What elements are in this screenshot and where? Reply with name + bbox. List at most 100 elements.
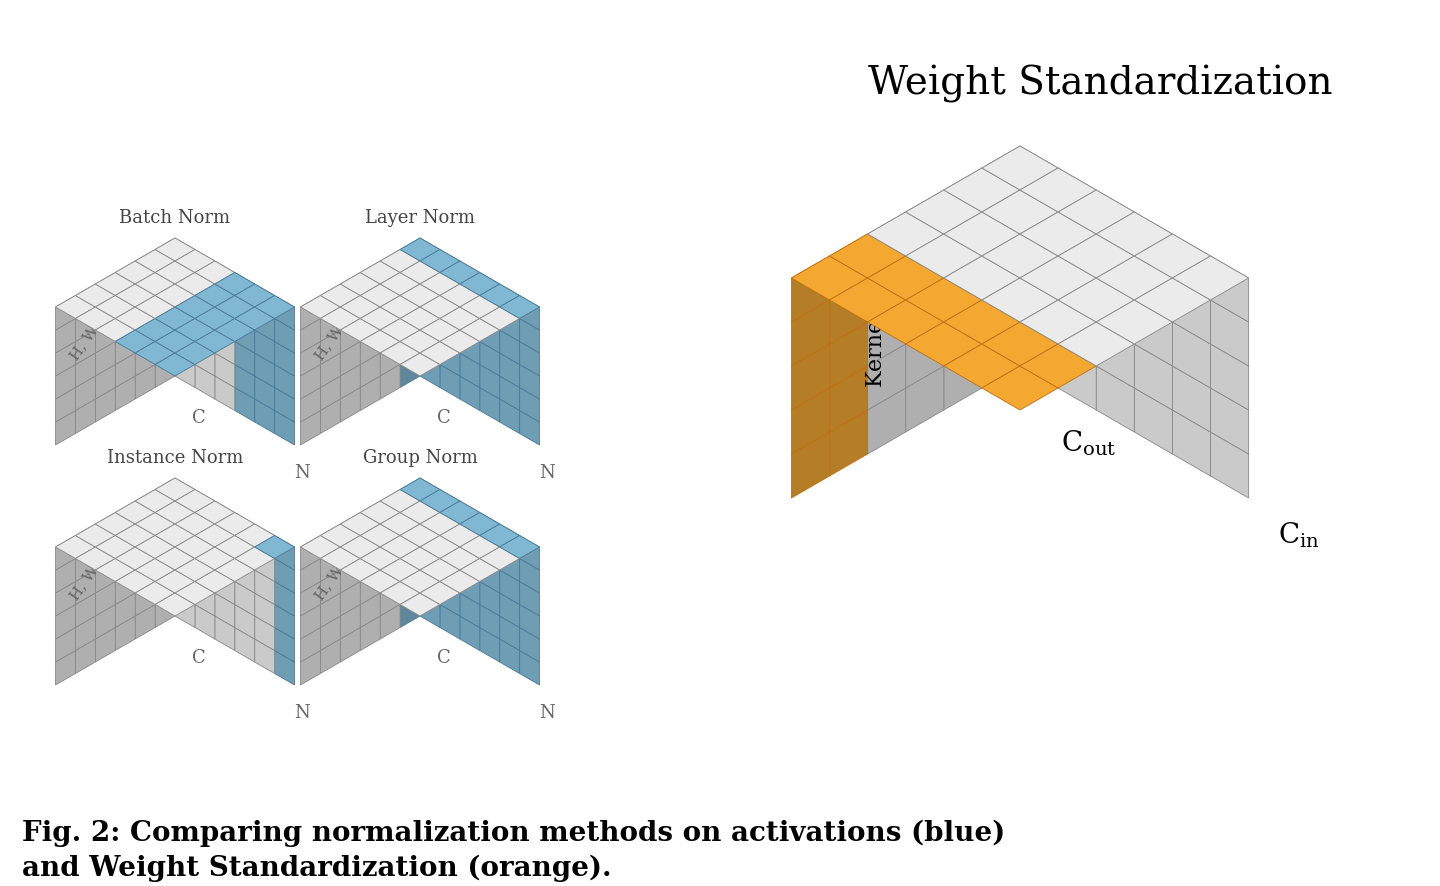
Polygon shape (255, 377, 275, 411)
Polygon shape (301, 536, 340, 559)
Polygon shape (95, 582, 115, 617)
Polygon shape (400, 571, 420, 605)
Polygon shape (500, 571, 520, 605)
Polygon shape (520, 296, 540, 330)
Polygon shape (943, 345, 1020, 389)
Polygon shape (321, 525, 360, 548)
Polygon shape (380, 605, 400, 640)
Polygon shape (75, 571, 95, 605)
Polygon shape (235, 559, 255, 594)
Polygon shape (321, 284, 340, 319)
Polygon shape (1135, 257, 1172, 323)
Polygon shape (275, 296, 295, 330)
Polygon shape (480, 296, 500, 330)
Polygon shape (500, 640, 520, 673)
Polygon shape (1211, 257, 1248, 323)
Polygon shape (360, 548, 380, 582)
Polygon shape (982, 323, 1058, 367)
Polygon shape (194, 296, 215, 330)
Polygon shape (56, 559, 75, 594)
Polygon shape (215, 284, 235, 319)
Polygon shape (360, 594, 380, 628)
Polygon shape (215, 319, 255, 342)
Polygon shape (215, 261, 235, 296)
Polygon shape (420, 571, 439, 605)
Polygon shape (215, 536, 255, 559)
Polygon shape (176, 559, 215, 582)
Polygon shape (867, 300, 906, 367)
Polygon shape (380, 536, 420, 559)
Polygon shape (459, 571, 480, 605)
Polygon shape (301, 296, 321, 330)
Polygon shape (360, 354, 380, 388)
Polygon shape (360, 548, 400, 571)
Polygon shape (792, 300, 829, 367)
Polygon shape (215, 594, 235, 628)
Polygon shape (400, 594, 439, 617)
Polygon shape (500, 307, 520, 342)
Polygon shape (194, 261, 235, 284)
Polygon shape (1058, 213, 1096, 279)
Polygon shape (943, 257, 1020, 300)
Polygon shape (982, 190, 1020, 257)
Text: C: C (192, 408, 206, 426)
Polygon shape (400, 261, 439, 284)
Polygon shape (115, 501, 135, 536)
Polygon shape (95, 513, 135, 536)
Polygon shape (176, 273, 215, 296)
Polygon shape (215, 296, 255, 319)
Polygon shape (156, 525, 194, 548)
Polygon shape (360, 307, 400, 330)
Polygon shape (75, 548, 95, 582)
Polygon shape (194, 536, 215, 571)
Polygon shape (194, 307, 235, 330)
Text: C: C (192, 648, 206, 666)
Polygon shape (400, 330, 439, 354)
Polygon shape (439, 319, 459, 354)
Polygon shape (439, 582, 459, 617)
Polygon shape (321, 284, 360, 307)
Polygon shape (943, 169, 1020, 213)
Polygon shape (156, 354, 176, 388)
Polygon shape (301, 319, 321, 354)
Polygon shape (215, 559, 255, 582)
Polygon shape (275, 365, 295, 400)
Polygon shape (906, 367, 943, 432)
Polygon shape (439, 559, 459, 594)
Polygon shape (480, 365, 500, 400)
Polygon shape (135, 490, 156, 525)
Polygon shape (400, 501, 439, 525)
Polygon shape (275, 559, 295, 594)
Polygon shape (459, 354, 480, 388)
Polygon shape (520, 582, 540, 617)
Polygon shape (135, 250, 176, 273)
Polygon shape (943, 169, 982, 235)
Polygon shape (500, 536, 540, 559)
Polygon shape (115, 377, 135, 411)
Polygon shape (194, 571, 235, 594)
Polygon shape (459, 319, 500, 342)
Polygon shape (792, 257, 829, 323)
Polygon shape (340, 536, 380, 559)
Polygon shape (459, 307, 480, 342)
Polygon shape (480, 319, 500, 354)
Polygon shape (340, 559, 380, 582)
Polygon shape (95, 273, 115, 307)
Polygon shape (156, 238, 194, 261)
Polygon shape (380, 490, 420, 513)
Polygon shape (75, 594, 95, 628)
Polygon shape (906, 235, 943, 300)
Polygon shape (480, 605, 500, 640)
Polygon shape (400, 238, 420, 273)
Polygon shape (439, 365, 459, 400)
Polygon shape (255, 594, 275, 628)
Polygon shape (420, 261, 439, 296)
Polygon shape (156, 354, 194, 377)
Polygon shape (321, 617, 340, 650)
Polygon shape (380, 513, 420, 536)
Polygon shape (176, 548, 194, 582)
Polygon shape (439, 342, 459, 377)
Polygon shape (215, 273, 255, 296)
Polygon shape (156, 284, 194, 307)
Polygon shape (194, 273, 215, 307)
